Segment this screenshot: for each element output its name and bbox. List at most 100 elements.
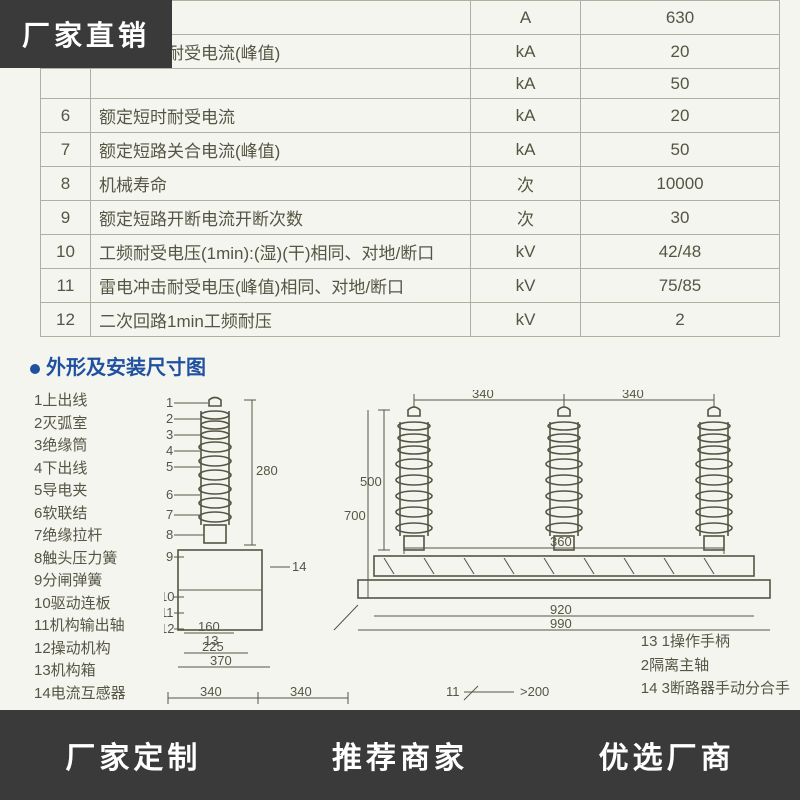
three-poles: [396, 407, 732, 550]
svg-text:8: 8: [166, 527, 173, 542]
pole-side-view: [199, 398, 231, 544]
svg-text:1: 1: [166, 395, 173, 410]
svg-text:11: 11: [164, 605, 174, 620]
badge-top: 厂家直销: [0, 0, 172, 68]
cell-unit: kA: [471, 69, 581, 99]
cell-idx: 9: [41, 201, 91, 235]
callout-item: 4下出线: [34, 458, 154, 481]
table-row: 8机械寿命次10000: [41, 167, 780, 201]
cell-name: 雷电冲击耐受电压(峰值)相同、对地/断口: [91, 269, 471, 303]
dim-280: 280: [256, 463, 278, 478]
table-row: kA50: [41, 69, 780, 99]
cell-val: 50: [581, 69, 780, 99]
svg-text:340: 340: [290, 684, 312, 699]
section-title-text: 外形及安装尺寸图: [46, 357, 206, 379]
callout-item: 14 3断路器手动分合手: [641, 677, 790, 700]
svg-text:700: 700: [344, 508, 366, 523]
svg-text:5: 5: [166, 459, 173, 474]
svg-text:360: 360: [550, 534, 572, 549]
cell-unit: kV: [471, 235, 581, 269]
cell-name: [91, 69, 471, 99]
cell-idx: 10: [41, 235, 91, 269]
cell-val: 30: [581, 201, 780, 235]
section-title: 外形及安装尺寸图: [30, 351, 800, 380]
callout-item: 13 1操作手柄: [641, 630, 790, 653]
cell-idx: 7: [41, 133, 91, 167]
svg-text:160: 160: [198, 619, 220, 634]
svg-text:340: 340: [200, 684, 222, 699]
cell-unit: kV: [471, 303, 581, 337]
callout-item: 10驱动连板: [34, 593, 154, 616]
cell-val: 20: [581, 35, 780, 69]
cell-name: 额定短路关合电流(峰值): [91, 133, 471, 167]
cell-val: 2: [581, 303, 780, 337]
cell-unit: kA: [471, 35, 581, 69]
svg-text:12: 12: [164, 621, 174, 636]
footer-item-c: 优选厂商: [599, 733, 735, 777]
svg-text:225: 225: [202, 639, 224, 654]
svg-text:3: 3: [166, 427, 173, 442]
callout-item: 2灭弧室: [34, 413, 154, 436]
svg-text:500: 500: [360, 474, 382, 489]
callouts-left: 1上出线2灭弧室3绝缘筒4下出线5导电夹6软联结7绝缘拉杆8触头压力簧9分闸弹簧…: [34, 390, 154, 710]
svg-text:7: 7: [166, 507, 173, 522]
callout-item: 3绝缘筒: [34, 435, 154, 458]
callout-item: 11机构输出轴: [34, 615, 154, 638]
svg-text:340: 340: [622, 390, 644, 401]
footer-item-a: 厂家定制: [65, 733, 201, 777]
svg-text:340: 340: [472, 390, 494, 401]
svg-text:370: 370: [210, 653, 232, 668]
table-row: 12二次回路1min工频耐压kV2: [41, 303, 780, 337]
content-area: 电流A630额定短时耐受电流(峰值)kA20kA506额定短时耐受电流kA207…: [0, 0, 800, 710]
cell-val: 75/85: [581, 269, 780, 303]
svg-text:6: 6: [166, 487, 173, 502]
cell-name: 额定短路开断电流开断次数: [91, 201, 471, 235]
cell-name: 二次回路1min工频耐压: [91, 303, 471, 337]
bullet-icon: [30, 364, 40, 374]
cell-unit: 次: [471, 201, 581, 235]
cell-idx: 12: [41, 303, 91, 337]
svg-text:2: 2: [166, 411, 173, 426]
cell-idx: 6: [41, 99, 91, 133]
callout-item: 5导电夹: [34, 480, 154, 503]
callouts-right: 13 1操作手柄2隔离主轴14 3断路器手动分合手: [641, 630, 790, 700]
cell-idx: 11: [41, 269, 91, 303]
callout-item: 1上出线: [34, 390, 154, 413]
svg-text:10: 10: [164, 589, 174, 604]
table-row: 9额定短路开断电流开断次数次30: [41, 201, 780, 235]
table-row: 7额定短路关合电流(峰值)kA50: [41, 133, 780, 167]
svg-text:>200: >200: [520, 684, 549, 699]
svg-text:9: 9: [166, 549, 173, 564]
cell-val: 50: [581, 133, 780, 167]
callout-item: 13机构箱: [34, 660, 154, 683]
cell-idx: 8: [41, 167, 91, 201]
footer-bar: 厂家定制 推荐商家 优选厂商: [0, 710, 800, 800]
table-row: 6额定短时耐受电流kA20: [41, 99, 780, 133]
table-row: 10工频耐受电压(1min):(湿)(干)相同、对地/断口kV42/48: [41, 235, 780, 269]
cell-idx: [41, 69, 91, 99]
cell-unit: kA: [471, 133, 581, 167]
cell-name: 机械寿命: [91, 167, 471, 201]
footer-item-b: 推荐商家: [332, 733, 468, 777]
callout-item: 6软联结: [34, 503, 154, 526]
callout-item: 14电流互感器: [34, 683, 154, 706]
callout-item: 8触头压力簧: [34, 548, 154, 571]
svg-text:990: 990: [550, 616, 572, 631]
cell-val: 42/48: [581, 235, 780, 269]
svg-text:11: 11: [446, 684, 460, 699]
cell-name: 工频耐受电压(1min):(湿)(干)相同、对地/断口: [91, 235, 471, 269]
cell-val: 630: [581, 1, 780, 35]
svg-text:920: 920: [550, 602, 572, 617]
callout-item: 7绝缘拉杆: [34, 525, 154, 548]
cell-name: 额定短时耐受电流: [91, 99, 471, 133]
cell-unit: kA: [471, 99, 581, 133]
callout-item: 12操动机构: [34, 638, 154, 661]
cell-val: 10000: [581, 167, 780, 201]
cell-unit: A: [471, 1, 581, 35]
table-row: 11雷电冲击耐受电压(峰值)相同、对地/断口kV75/85: [41, 269, 780, 303]
callout-item: 9分闸弹簧: [34, 570, 154, 593]
svg-text:4: 4: [166, 443, 173, 458]
cell-val: 20: [581, 99, 780, 133]
callout-item: 2隔离主轴: [641, 654, 790, 677]
cell-unit: kV: [471, 269, 581, 303]
